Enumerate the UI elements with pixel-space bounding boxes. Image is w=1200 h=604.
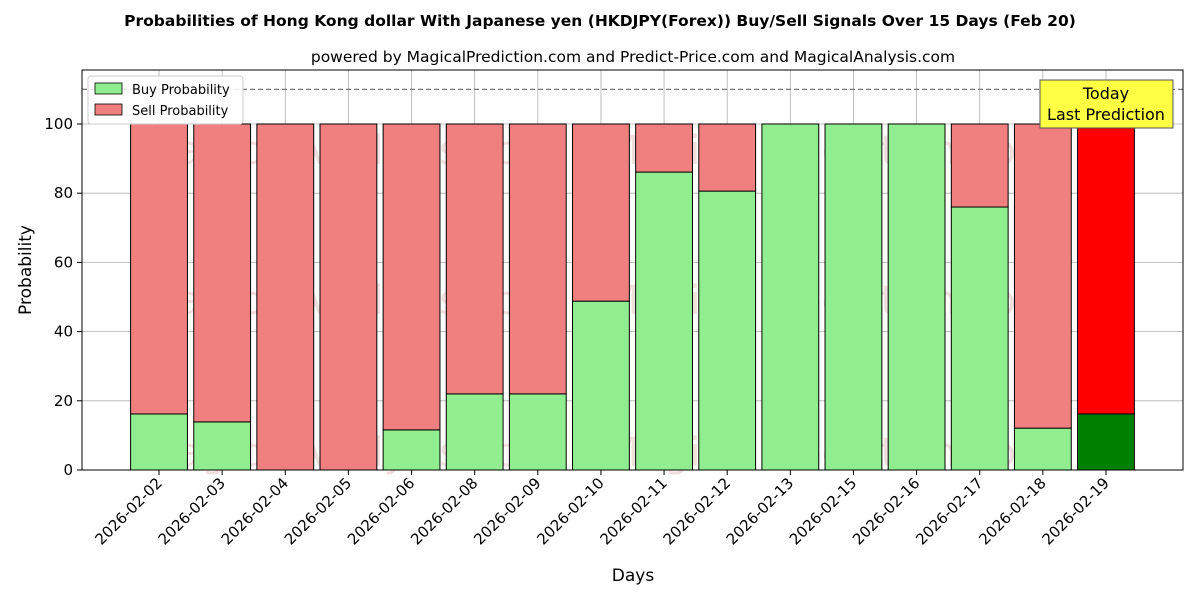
sell-bar <box>508 123 567 395</box>
legend: Buy Probability Sell Probability <box>87 75 244 125</box>
legend-sell-label: Sell Probability <box>132 104 229 119</box>
y-tick-label: 20 <box>54 392 73 410</box>
buy-bar <box>1077 413 1135 471</box>
y-tick-label: 80 <box>54 184 73 202</box>
sell-bar <box>950 123 1009 208</box>
sell-bar <box>572 123 630 302</box>
sell-bar <box>319 123 378 471</box>
y-axis-label: Probability <box>16 225 36 315</box>
x-tick-label: 2026-02-15 <box>786 474 860 548</box>
buy-bar <box>1013 427 1072 471</box>
legend-buy-swatch <box>94 82 123 95</box>
buy-bar <box>445 393 504 471</box>
sell-bar <box>193 123 252 423</box>
buy-bar <box>130 413 188 471</box>
x-tick-label: 2026-02-12 <box>660 474 734 548</box>
sell-bar <box>445 123 504 395</box>
x-tick-label: 2026-02-02 <box>91 474 165 548</box>
x-tick-label: 2026-02-03 <box>155 474 229 548</box>
sell-bar <box>698 123 757 192</box>
buy-bar <box>761 123 820 471</box>
buy-bar <box>508 393 567 471</box>
x-tick-label: 2026-02-08 <box>407 474 481 548</box>
chart-title: Probabilities of Hong Kong dollar With J… <box>124 12 1076 30</box>
buy-bar <box>635 171 693 471</box>
y-tick-label: 0 <box>63 461 73 479</box>
chart-subtitle: powered by MagicalPrediction.com and Pre… <box>311 48 955 66</box>
plot-frame <box>81 69 1184 471</box>
sell-bar <box>256 123 315 471</box>
annotation-line1: Today <box>1082 84 1129 103</box>
x-tick-label: 2026-02-17 <box>912 474 986 548</box>
x-tick-label: 2026-02-10 <box>533 474 607 548</box>
buy-bar <box>193 421 252 471</box>
x-tick-label: 2026-02-09 <box>470 474 544 548</box>
sell-bar <box>130 123 188 415</box>
annotation-line2: Last Prediction <box>1047 105 1165 124</box>
y-tick-label: 60 <box>54 253 73 271</box>
x-tick-label: 2026-02-16 <box>849 474 923 548</box>
buy-bar <box>382 429 441 471</box>
sell-bar <box>635 123 693 173</box>
x-tick-label: 2026-02-13 <box>723 474 797 548</box>
legend-buy-label: Buy Probability <box>132 83 230 98</box>
x-tick-label: 2026-02-05 <box>281 474 355 548</box>
y-tick-label: 100 <box>44 115 73 133</box>
sell-bar <box>382 123 441 431</box>
x-tick-label: 2026-02-19 <box>1038 474 1112 548</box>
buy-bar <box>887 123 946 471</box>
today-annotation: Today Last Prediction <box>1039 79 1174 129</box>
sell-bar <box>1077 123 1135 415</box>
y-tick-label: 40 <box>54 323 73 341</box>
sell-bar <box>1013 123 1072 429</box>
x-tick-label: 2026-02-11 <box>597 474 671 548</box>
buy-bar <box>572 300 630 471</box>
x-tick-label: 2026-02-04 <box>218 474 292 548</box>
buy-bar <box>950 206 1009 471</box>
x-tick-label: 2026-02-06 <box>344 474 418 548</box>
x-axis-label: Days <box>612 566 655 586</box>
legend-sell-swatch <box>94 103 123 116</box>
x-tick-label: 2026-02-18 <box>975 474 1049 548</box>
buy-bar <box>698 190 757 471</box>
buy-bar <box>824 123 883 471</box>
